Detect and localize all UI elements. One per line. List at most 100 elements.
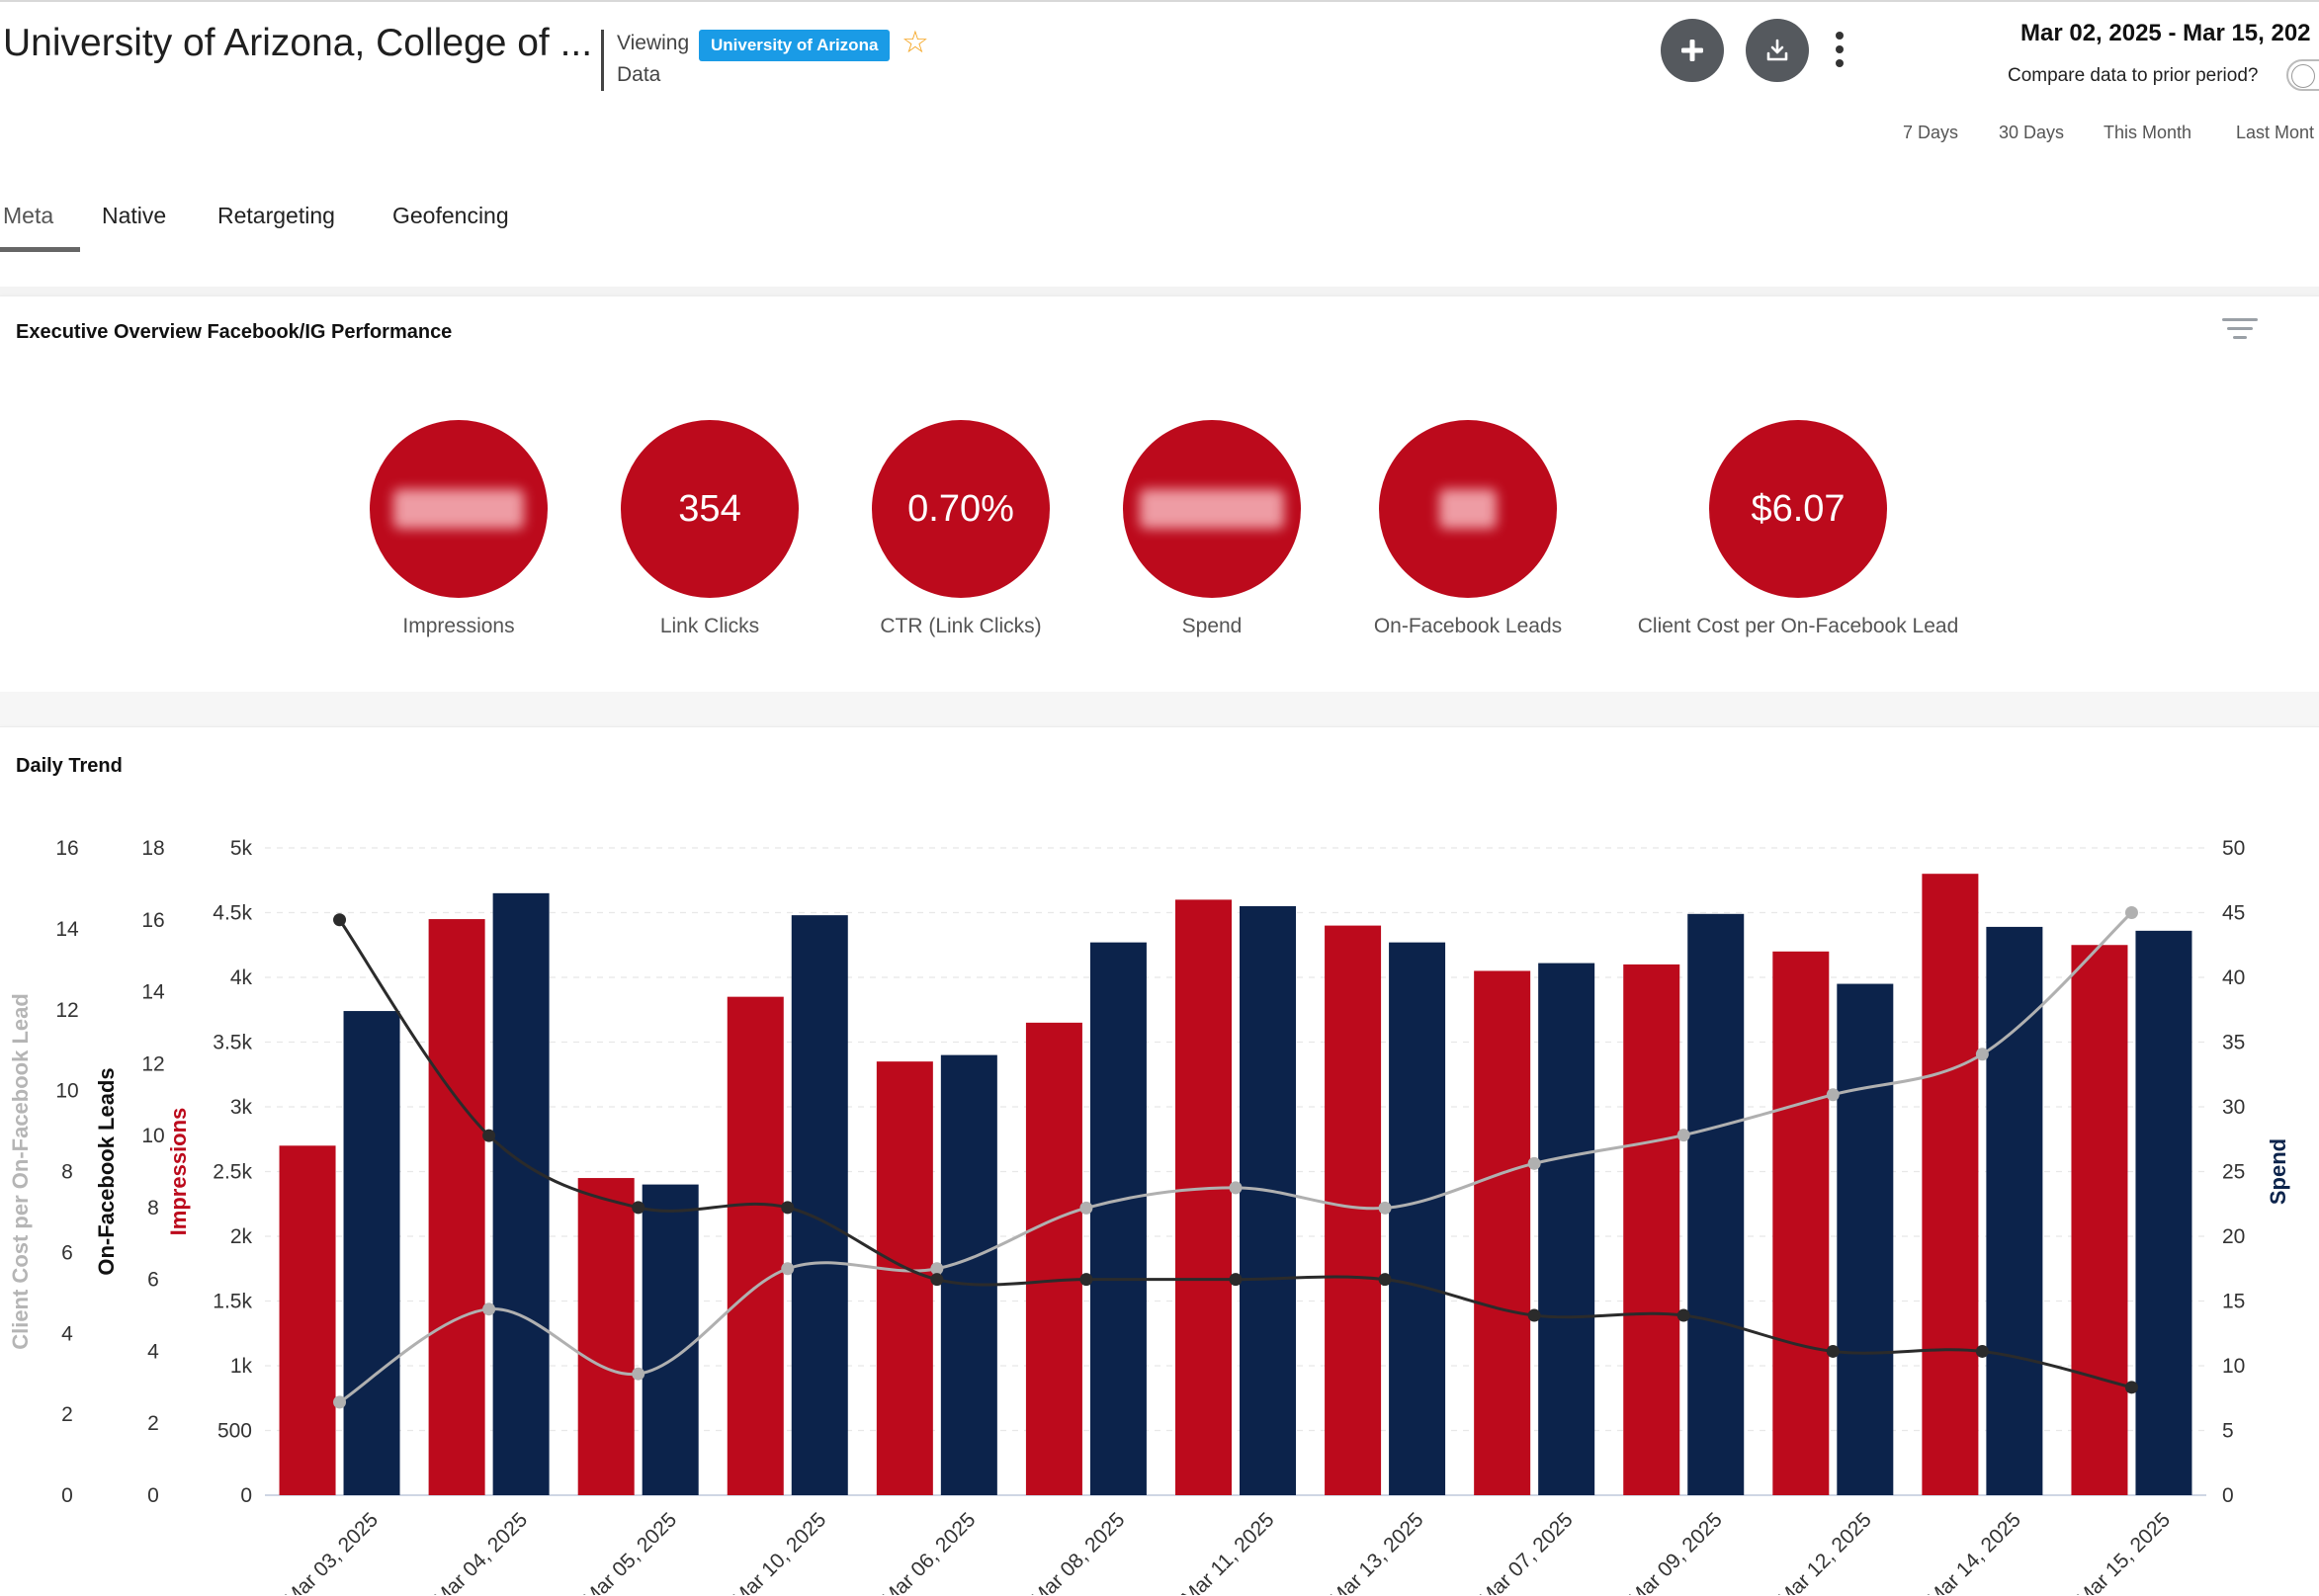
- axis-tick-label: 0: [61, 1484, 73, 1507]
- impressions-bar: [1325, 925, 1382, 1495]
- x-tick-label: Mar 05, 2025: [578, 1508, 681, 1595]
- axis-tick-label: 10: [141, 1125, 164, 1147]
- x-tick-label: Mar 13, 2025: [1326, 1508, 1428, 1595]
- impressions-bar: [1922, 874, 1979, 1495]
- axis-tick-label: 5k: [230, 837, 253, 860]
- kpi-cost-per-lead-value: $6.07: [1751, 487, 1846, 530]
- preset-last-month[interactable]: Last Mont: [2236, 123, 2315, 142]
- cost-per-lead-point: [1527, 1156, 1541, 1170]
- x-tick-label: Mar 10, 2025: [729, 1508, 831, 1595]
- leads-point: [1079, 1273, 1093, 1287]
- kpi-impressions-label: Impressions: [402, 615, 515, 637]
- kpi-leads-circle: [1379, 420, 1557, 598]
- x-tick-label: Mar 09, 2025: [1624, 1508, 1727, 1595]
- axis-title: Client Cost per On-Facebook Lead: [8, 993, 33, 1350]
- leads-point: [482, 1129, 496, 1142]
- kpi-link-clicks-label: Link Clicks: [659, 615, 760, 637]
- axis-tick-label: 0: [2222, 1484, 2234, 1507]
- x-tick-label: Mar 07, 2025: [1475, 1508, 1578, 1595]
- spend-bar: [343, 1011, 400, 1495]
- tabs-separator: [0, 287, 2319, 295]
- spend-bar: [940, 1054, 997, 1495]
- x-tick-label: Mar 03, 2025: [280, 1508, 383, 1595]
- axis-tick-label: 40: [2222, 966, 2245, 989]
- impressions-bar: [1623, 964, 1680, 1495]
- cost-per-lead-point: [930, 1262, 944, 1276]
- viewing-data-label: Data: [617, 63, 661, 86]
- top-border: [0, 0, 2319, 2]
- axis-tick-label: 3.5k: [213, 1032, 252, 1054]
- axis-tick-label: 10: [55, 1080, 78, 1103]
- preset-this-month[interactable]: This Month: [2104, 123, 2192, 142]
- axis-tick-label: 2k: [230, 1225, 253, 1248]
- cost-per-lead-point: [1975, 1048, 1989, 1061]
- kpi-spend-circle: [1123, 420, 1301, 598]
- cost-per-lead-point: [1079, 1201, 1093, 1215]
- viewing-account-badge[interactable]: University of Arizona: [699, 30, 891, 61]
- kpi-cost-per-lead-circle: $6.07: [1709, 420, 1887, 598]
- preset-30-days[interactable]: 30 Days: [1999, 123, 2065, 142]
- spend-bar: [791, 915, 848, 1495]
- filter-icon[interactable]: [2221, 318, 2259, 348]
- redacted-value: [1439, 489, 1497, 529]
- kpi-ctr-circle: 0.70%: [872, 420, 1050, 598]
- leads-point: [930, 1273, 944, 1287]
- impressions-bar: [727, 996, 784, 1495]
- axis-tick-label: 45: [2222, 902, 2245, 925]
- spend-bar: [1687, 913, 1745, 1495]
- axis-tick-label: 4.5k: [213, 902, 252, 925]
- download-button[interactable]: [1746, 19, 1809, 82]
- preset-7-days[interactable]: 7 Days: [1903, 123, 1959, 142]
- kpi-leads-label: On-Facebook Leads: [1373, 615, 1563, 637]
- add-button[interactable]: [1661, 19, 1724, 82]
- tab-geofencing[interactable]: Geofencing: [392, 203, 509, 228]
- tab-native[interactable]: Native: [102, 203, 167, 228]
- kpi-cost-per-lead-label: Client Cost per On-Facebook Lead: [1637, 615, 1959, 637]
- impressions-bar: [1474, 970, 1531, 1495]
- header-divider: [601, 30, 604, 91]
- axis-tick-label: 2.5k: [213, 1161, 252, 1184]
- more-vertical-icon[interactable]: [1825, 28, 1854, 71]
- axis-tick-label: 1.5k: [213, 1291, 252, 1313]
- x-tick-label: Mar 14, 2025: [1923, 1508, 2025, 1595]
- leads-point: [333, 913, 347, 927]
- axis-tick-label: 0: [147, 1484, 159, 1507]
- axis-tick-label: 14: [141, 981, 165, 1004]
- impressions-bar: [1025, 1022, 1082, 1495]
- leads-point: [2124, 1381, 2138, 1394]
- spend-bar: [1986, 926, 2043, 1495]
- spend-bar: [1089, 942, 1147, 1495]
- x-tick-label: Mar 04, 2025: [429, 1508, 532, 1595]
- axis-tick-label: 20: [2222, 1225, 2245, 1248]
- x-tick-label: Mar 15, 2025: [2072, 1508, 2175, 1595]
- overview-title: Executive Overview Facebook/IG Performan…: [16, 321, 453, 343]
- axis-title: Spend: [2266, 1138, 2290, 1205]
- cost-per-lead-point: [1676, 1129, 1690, 1142]
- spend-bar: [642, 1184, 699, 1495]
- active-tab-indicator: [0, 247, 80, 252]
- compare-toggle[interactable]: [2286, 59, 2319, 91]
- axis-tick-label: 8: [61, 1161, 73, 1184]
- leads-point: [781, 1201, 795, 1215]
- impressions-bar: [279, 1145, 336, 1495]
- redacted-value: [393, 489, 524, 529]
- axis-tick-label: 12: [55, 999, 78, 1022]
- tab-meta[interactable]: Meta: [3, 203, 54, 228]
- axis-tick-label: 35: [2222, 1032, 2245, 1054]
- axis-tick-label: 5: [2222, 1420, 2234, 1443]
- kpi-link-clicks-circle: 354: [621, 420, 799, 598]
- axis-tick-label: 50: [2222, 837, 2245, 860]
- axis-tick-label: 16: [55, 837, 78, 860]
- tab-retargeting[interactable]: Retargeting: [217, 203, 335, 228]
- axis-tick-label: 8: [147, 1197, 159, 1219]
- date-range-picker[interactable]: Mar 02, 2025 - Mar 15, 202: [2020, 20, 2311, 46]
- spend-bar: [1837, 983, 1894, 1495]
- kpi-impressions-circle: [370, 420, 548, 598]
- spend-bar: [1240, 905, 1296, 1495]
- cost-per-lead-point: [632, 1367, 645, 1381]
- axis-tick-label: 2: [61, 1403, 73, 1426]
- x-tick-label: Mar 11, 2025: [1177, 1508, 1279, 1595]
- cost-per-lead-point: [482, 1302, 496, 1316]
- star-icon[interactable]: ☆: [902, 25, 929, 59]
- spend-bar: [2135, 930, 2192, 1495]
